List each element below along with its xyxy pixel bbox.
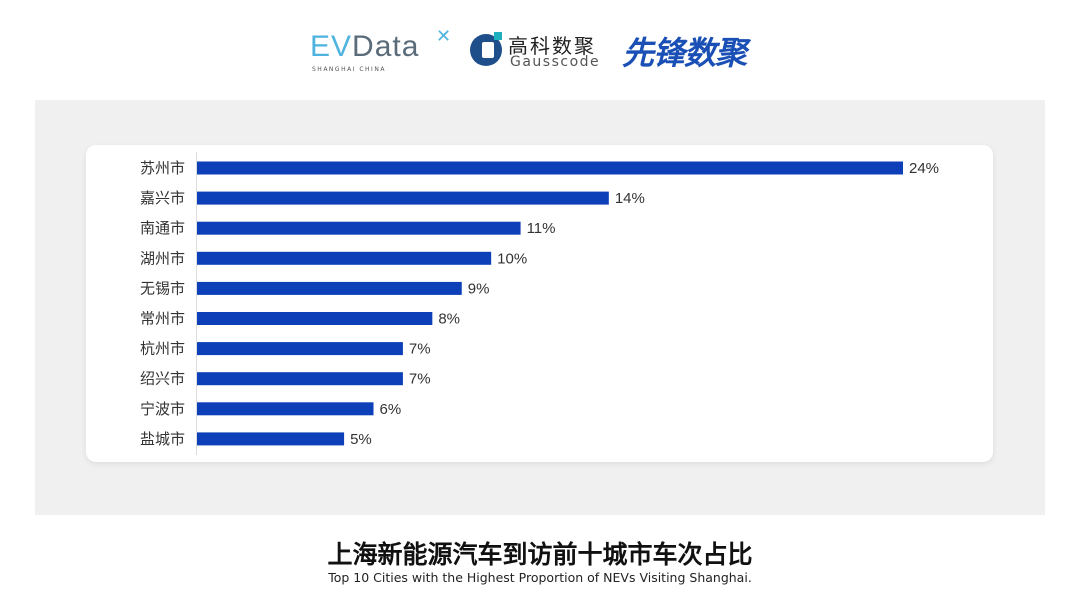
data-label: 11%: [527, 220, 556, 237]
xianfeng-logo: 先锋数聚: [622, 34, 747, 72]
category-label: 苏州市: [140, 159, 185, 177]
data-label: 6%: [380, 401, 402, 418]
bar: [197, 372, 403, 386]
data-label: 9%: [468, 280, 490, 297]
logo-bar: EVData ✕ SHANGHAI CHINA 高科数聚 Gausscode 先…: [0, 26, 1080, 76]
category-label: 嘉兴市: [140, 189, 185, 207]
gausscode-square-icon: [494, 32, 502, 40]
chart-title: 上海新能源汽车到访前十城市车次占比: [327, 540, 753, 569]
evdata-logo-sub: SHANGHAI CHINA: [312, 66, 386, 73]
category-label: 杭州市: [140, 340, 185, 358]
evdata-logo: EVData: [310, 30, 420, 63]
data-label: 14%: [615, 190, 645, 207]
data-label: 7%: [409, 341, 431, 358]
bar: [197, 251, 492, 265]
category-label: 无锡市: [140, 279, 185, 297]
evdata-x-icon: ✕: [436, 26, 452, 47]
bar: [197, 402, 374, 416]
category-label: 盐城市: [140, 430, 185, 448]
category-label: 常州市: [140, 310, 185, 328]
category-label: 宁波市: [140, 400, 185, 418]
data-label: 24%: [909, 160, 939, 177]
bar: [197, 281, 462, 295]
category-label: 南通市: [140, 219, 185, 237]
bar: [197, 191, 609, 205]
data-label: 8%: [438, 311, 460, 328]
data-label: 7%: [409, 371, 431, 388]
gausscode-en: Gausscode: [510, 54, 601, 70]
bar: [197, 432, 345, 446]
bar: [197, 342, 403, 356]
data-label: 10%: [497, 250, 527, 267]
category-label: 湖州市: [140, 249, 185, 267]
gausscode-cn: 高科数聚: [508, 34, 596, 58]
data-label: 5%: [350, 431, 372, 448]
chart-subtitle: Top 10 Cities with the Highest Proportio…: [328, 570, 752, 585]
bar: [197, 161, 903, 175]
bar: [197, 312, 433, 325]
bar: [197, 221, 521, 235]
category-label: 绍兴市: [140, 370, 185, 388]
